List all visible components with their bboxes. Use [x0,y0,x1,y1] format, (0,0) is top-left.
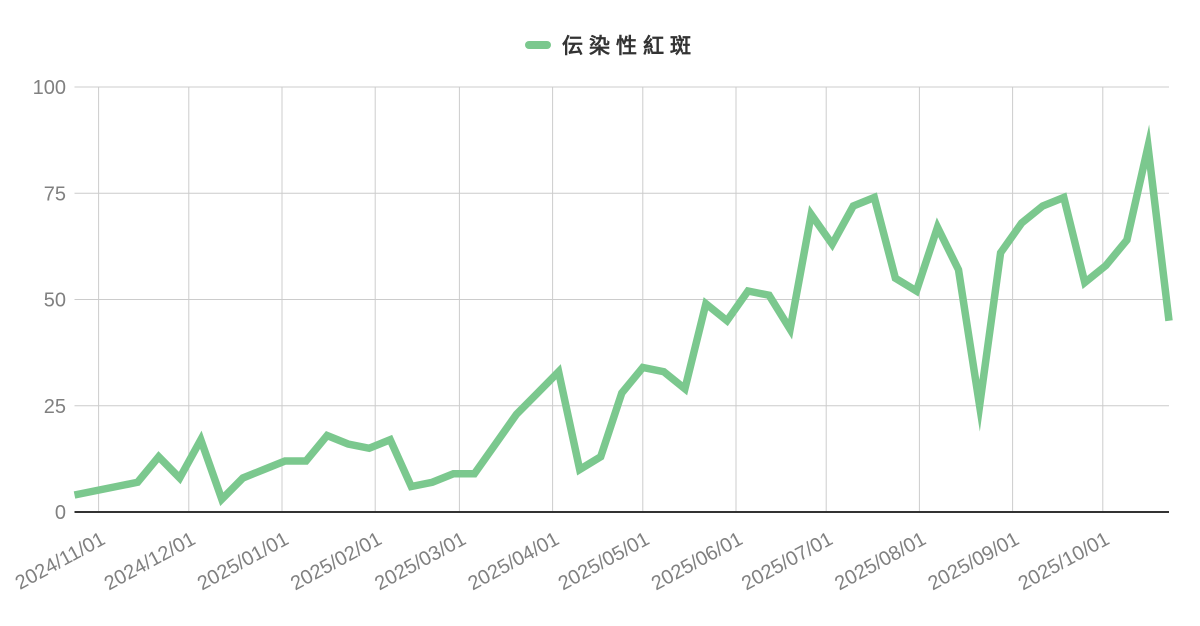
x-axis-tick-label: 2025/02/01 [287,528,385,595]
x-axis-tick-label: 2024/11/01 [12,528,109,594]
x-axis-tick-label: 2025/08/01 [831,528,929,595]
x-axis-tick-label: 2024/12/01 [101,528,199,595]
legend-line-swatch-icon [525,41,551,49]
x-axis-tick-label: 2025/09/01 [925,528,1023,595]
x-axis-tick-label: 2025/10/01 [1015,528,1113,595]
x-axis-tick-label: 2025/05/01 [555,528,653,595]
legend-series-label: 伝染性紅斑 [562,35,697,58]
y-axis-tick-label: 0 [55,502,66,524]
y-axis-tick-label: 50 [44,290,66,312]
y-axis-tick-label: 100 [33,77,66,99]
chart-legend: 伝染性紅斑 [0,30,1200,60]
x-axis-tick-label: 2025/06/01 [648,528,746,595]
series-line[interactable] [73,124,1173,507]
y-axis-tick-label: 25 [44,396,66,418]
x-axis-tick-label: 2025/01/01 [194,528,292,595]
x-axis-tick-label: 2025/07/01 [738,528,836,595]
x-axis-tick-label: 2025/04/01 [465,528,563,595]
y-axis-tick-label: 75 [44,183,66,205]
x-axis-tick-label: 2025/03/01 [371,528,469,595]
